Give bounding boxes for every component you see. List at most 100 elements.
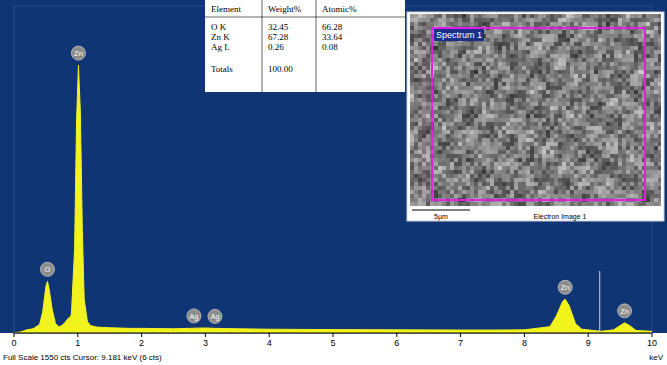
image-texture	[482, 82, 486, 86]
image-texture	[514, 94, 518, 98]
image-texture	[554, 34, 558, 38]
image-texture	[410, 110, 414, 114]
image-texture	[602, 30, 606, 34]
image-texture	[422, 62, 426, 66]
image-texture	[630, 102, 634, 106]
image-texture	[522, 14, 526, 18]
image-texture	[494, 130, 498, 134]
image-texture	[658, 26, 661, 30]
image-texture	[610, 122, 614, 126]
image-texture	[434, 82, 438, 86]
image-texture	[506, 62, 510, 66]
image-texture	[650, 110, 654, 114]
image-texture	[438, 126, 442, 130]
image-texture	[518, 74, 522, 78]
image-texture	[590, 78, 594, 82]
image-texture	[594, 46, 598, 50]
image-texture	[542, 58, 546, 62]
image-texture	[554, 46, 558, 50]
image-texture	[634, 98, 638, 102]
image-texture	[590, 102, 594, 106]
image-texture	[558, 70, 562, 74]
image-texture	[614, 114, 618, 118]
image-texture	[502, 78, 506, 82]
image-texture	[554, 134, 558, 138]
image-texture	[458, 130, 462, 134]
peak-label-badge	[187, 309, 201, 323]
image-texture	[450, 94, 454, 98]
image-texture	[466, 118, 470, 122]
image-texture	[426, 22, 430, 26]
image-texture	[534, 110, 538, 114]
image-texture	[542, 98, 546, 102]
image-texture	[502, 106, 506, 110]
table-rule	[262, 0, 263, 92]
image-texture	[422, 14, 426, 18]
image-texture	[618, 122, 622, 126]
image-texture	[462, 54, 466, 58]
image-texture	[478, 110, 482, 114]
image-texture	[470, 114, 474, 118]
image-texture	[506, 42, 510, 46]
image-texture	[490, 118, 494, 122]
image-texture	[474, 74, 478, 78]
image-texture	[562, 54, 566, 58]
image-texture	[514, 86, 518, 90]
image-texture	[562, 66, 566, 70]
image-texture	[506, 38, 510, 42]
eds-spectrum: 012345678910keVFull Scale 1550 cts Curso…	[0, 0, 667, 365]
image-texture	[534, 102, 538, 106]
image-texture	[574, 14, 578, 18]
image-texture	[554, 62, 558, 66]
image-texture	[574, 66, 578, 70]
image-texture	[582, 38, 586, 42]
image-texture	[446, 46, 450, 50]
image-texture	[626, 50, 630, 54]
image-texture	[526, 46, 530, 50]
table-cell: 33.64	[322, 32, 343, 42]
image-texture	[614, 46, 618, 50]
image-texture	[490, 82, 494, 86]
image-texture	[518, 82, 522, 86]
image-texture	[618, 22, 622, 26]
image-texture	[414, 74, 418, 78]
image-texture	[626, 118, 630, 122]
image-texture	[634, 66, 638, 70]
image-texture	[506, 98, 510, 102]
image-texture	[558, 62, 562, 66]
image-texture	[466, 46, 470, 50]
image-texture	[638, 86, 642, 90]
image-texture	[422, 98, 426, 102]
image-texture	[418, 62, 422, 66]
image-texture	[486, 46, 490, 50]
image-texture	[614, 130, 618, 134]
image-texture	[646, 58, 650, 62]
image-texture	[634, 114, 638, 118]
image-texture	[502, 98, 506, 102]
image-texture	[482, 42, 486, 46]
image-texture	[442, 94, 446, 98]
image-texture	[514, 34, 518, 38]
image-texture	[634, 42, 638, 46]
image-texture	[570, 114, 574, 118]
image-texture	[482, 90, 486, 94]
image-texture	[654, 22, 658, 26]
image-texture	[530, 46, 534, 50]
image-texture	[442, 102, 446, 106]
image-texture	[486, 50, 490, 54]
image-texture	[510, 22, 514, 26]
image-texture	[534, 66, 538, 70]
image-texture	[618, 118, 622, 122]
image-texture	[422, 70, 426, 74]
image-texture	[626, 94, 630, 98]
image-texture	[422, 46, 426, 50]
image-texture	[586, 122, 590, 126]
image-texture	[474, 122, 478, 126]
image-texture	[646, 122, 650, 126]
image-texture	[466, 86, 470, 90]
image-texture	[522, 22, 526, 26]
image-texture	[470, 70, 474, 74]
image-texture	[450, 114, 454, 118]
image-texture	[526, 14, 530, 18]
image-texture	[650, 38, 654, 42]
